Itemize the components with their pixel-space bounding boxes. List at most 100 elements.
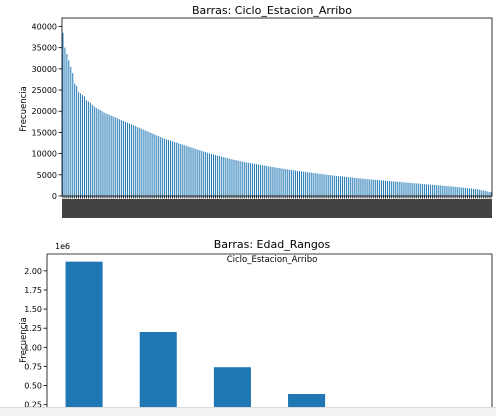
bar <box>341 176 343 196</box>
bar <box>83 96 85 196</box>
bar <box>255 164 257 196</box>
bar <box>152 133 154 196</box>
plot-frame <box>61 17 493 197</box>
y-tick-label: 0.75 <box>24 362 42 371</box>
bar <box>261 165 263 196</box>
bar <box>383 180 385 196</box>
bar <box>427 184 429 196</box>
bar <box>191 147 193 196</box>
bar <box>322 174 324 196</box>
bar <box>369 179 371 196</box>
bar <box>472 188 474 196</box>
bar <box>404 182 406 196</box>
bar <box>328 174 330 196</box>
bar <box>111 115 113 196</box>
bar <box>435 185 437 196</box>
bar <box>99 109 101 196</box>
bar <box>242 161 244 196</box>
bar <box>87 101 89 196</box>
bar <box>463 187 465 196</box>
bar <box>187 146 189 196</box>
bar <box>461 187 463 196</box>
bar <box>433 184 435 196</box>
bar <box>132 125 134 196</box>
bar <box>66 54 68 196</box>
bar <box>429 184 431 196</box>
bar <box>179 143 181 196</box>
bar <box>431 184 433 196</box>
bar <box>240 161 242 196</box>
bar <box>156 135 158 196</box>
bar <box>101 111 103 196</box>
bar <box>89 102 91 196</box>
bar <box>113 116 115 196</box>
bar <box>488 191 490 196</box>
bar <box>345 176 347 196</box>
y-tick-label: 25000 <box>32 86 57 95</box>
bar <box>91 104 93 196</box>
bar <box>238 160 240 196</box>
bar <box>457 187 459 196</box>
bar <box>275 167 277 196</box>
bar <box>138 127 140 196</box>
bar <box>410 182 412 196</box>
bar <box>332 175 334 196</box>
bar <box>316 173 318 196</box>
bar <box>211 154 213 196</box>
bar <box>467 188 469 196</box>
bar <box>222 157 224 196</box>
bar <box>291 170 293 196</box>
y-tick-label: 0.50 <box>24 382 42 391</box>
bar <box>119 119 121 196</box>
bar <box>398 181 400 196</box>
bar <box>273 167 275 196</box>
bar <box>142 129 144 196</box>
y-ticks: 0.25 0.50 0.75 1.00 1.25 1.50 1.75 2.00 <box>24 267 47 410</box>
y-tick-label: 35000 <box>32 44 57 53</box>
bar <box>164 138 166 196</box>
bar <box>207 152 209 196</box>
x-ticks <box>62 196 492 218</box>
bar <box>236 160 238 196</box>
bar <box>140 128 142 196</box>
bar <box>470 188 472 196</box>
y-tick-label: 30000 <box>32 65 57 74</box>
bar <box>347 177 349 196</box>
bar <box>486 191 488 196</box>
bar <box>277 167 279 196</box>
bar <box>109 115 111 196</box>
bar <box>453 186 455 196</box>
bar <box>308 172 310 196</box>
bar <box>203 151 205 196</box>
bar <box>443 185 445 196</box>
bar <box>154 134 156 196</box>
bar <box>162 137 164 196</box>
bar <box>314 173 316 196</box>
bar <box>205 152 207 196</box>
bar <box>74 83 76 196</box>
bar <box>95 107 97 196</box>
bar <box>304 171 306 196</box>
bar <box>400 182 402 196</box>
bar <box>257 164 259 196</box>
bar <box>388 181 390 196</box>
bar <box>169 140 171 196</box>
bar <box>490 192 492 196</box>
y-tick-label: 1.75 <box>24 286 42 295</box>
bar <box>297 170 299 196</box>
bar <box>232 159 234 196</box>
bar <box>126 122 128 196</box>
bar <box>224 157 226 196</box>
bar <box>175 142 177 196</box>
chart-edad-rangos: Barras: Edad_Rangos 1e6 Frecuencia 0.250… <box>19 238 493 410</box>
bar <box>271 166 273 196</box>
bar <box>80 93 82 196</box>
bar <box>279 168 281 196</box>
bar <box>482 190 484 196</box>
bar <box>65 261 103 407</box>
bar <box>363 178 365 196</box>
bar <box>449 186 451 196</box>
bar <box>416 183 418 196</box>
bar <box>414 183 416 196</box>
x-axis-label: Ciclo_Estacion_Arribo <box>227 255 318 265</box>
